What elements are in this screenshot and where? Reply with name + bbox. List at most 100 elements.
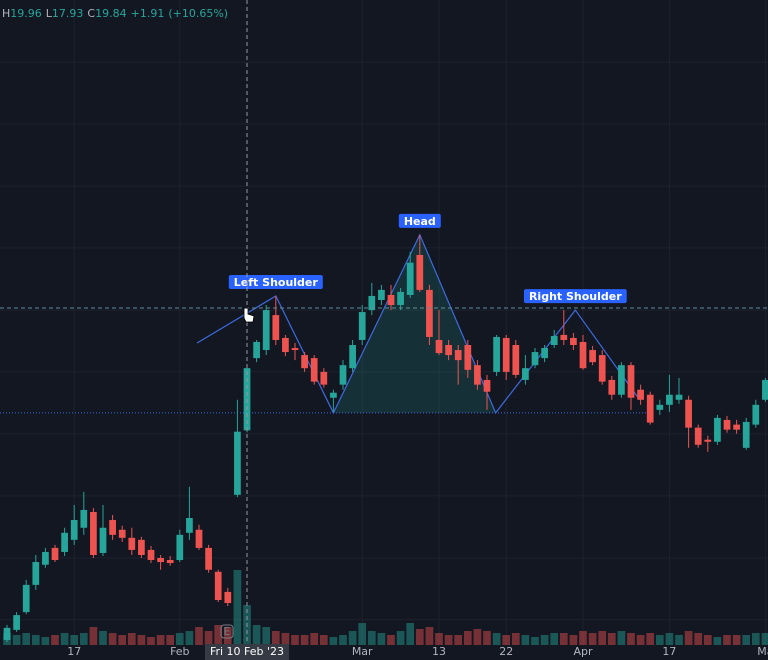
- volume-bar: [761, 633, 768, 645]
- candle-body: [454, 350, 462, 361]
- candle-body: [90, 511, 97, 555]
- volume-bar: [521, 635, 530, 645]
- volume-bar: [271, 631, 280, 645]
- ohlc-label: H: [2, 7, 10, 20]
- x-tick-label: Feb: [170, 645, 189, 658]
- candle-body: [253, 341, 260, 359]
- volume-bar: [310, 633, 319, 645]
- volume-bar: [579, 631, 587, 645]
- x-tick-label: 13: [432, 645, 446, 658]
- volume-bar: [175, 633, 184, 645]
- candle-body: [234, 431, 241, 495]
- ohlc-header: H19.96 L17.93 C19.84 +1.91 (+10.65%): [2, 7, 228, 20]
- candle-body: [426, 289, 433, 337]
- volume-bar: [204, 631, 213, 645]
- volume-bar: [627, 633, 635, 645]
- candle-body: [32, 562, 40, 585]
- volume-bar: [118, 635, 127, 645]
- candle-body: [282, 337, 289, 353]
- candle-body: [358, 312, 366, 340]
- candle-body: [176, 534, 184, 561]
- candle-body: [550, 335, 558, 346]
- volume-bar: [319, 635, 328, 645]
- candle-body: [224, 591, 232, 604]
- candle-body: [560, 334, 568, 340]
- pattern-label-box: [398, 213, 441, 228]
- candle-body: [464, 345, 472, 370]
- volume-bar: [166, 635, 175, 645]
- candle-body: [627, 365, 635, 398]
- pattern-label: Right Shoulder: [529, 290, 622, 303]
- volume-bar: [703, 635, 712, 645]
- pattern-label-box: [523, 289, 627, 304]
- candle-body: [598, 355, 606, 382]
- candle-body: [493, 336, 500, 372]
- volume-bar: [185, 631, 194, 645]
- candle-body: [3, 627, 11, 640]
- candle-body: [157, 557, 164, 563]
- candle-body: [205, 547, 212, 570]
- volume-bar: [348, 631, 357, 645]
- candle-body: [474, 365, 481, 385]
- candle-body: [61, 532, 68, 552]
- candle-body: [618, 365, 625, 395]
- volume-bar: [262, 627, 271, 645]
- volume-bar: [723, 635, 731, 645]
- candle-body: [445, 345, 452, 356]
- x-tick-label: 17: [67, 645, 81, 658]
- volume-bar: [223, 627, 232, 645]
- earnings-marker-box: [220, 624, 234, 639]
- candle-body: [128, 537, 136, 550]
- ohlc-value: 19.84: [95, 7, 127, 20]
- x-tick-label: 17: [662, 645, 676, 658]
- change: +1.91: [131, 7, 165, 20]
- volume-bar: [99, 631, 107, 645]
- volume-bar: [425, 627, 434, 645]
- volume-bar: [156, 635, 165, 645]
- candle-body: [752, 404, 760, 425]
- volume-bar: [387, 635, 395, 645]
- volume-bar: [70, 635, 79, 645]
- volume-bar: [22, 633, 31, 645]
- ohlc-value: 19.96: [10, 7, 42, 20]
- ohlc-label: C: [87, 7, 95, 20]
- volume-bar: [492, 633, 501, 645]
- volume-bar: [396, 631, 405, 645]
- candle-body: [378, 289, 385, 300]
- volume-bar: [147, 637, 155, 645]
- volume-bar: [444, 635, 453, 645]
- candle-body: [435, 339, 443, 354]
- volume-bar: [684, 631, 693, 645]
- candle-body: [291, 348, 299, 351]
- candle-body: [118, 529, 126, 538]
- candle-body: [272, 315, 280, 340]
- volume-pane: [3, 570, 768, 645]
- x-tick-label: Mar: [352, 645, 373, 658]
- candle-body: [166, 560, 174, 564]
- volume-bar: [79, 633, 88, 645]
- volume-bar: [12, 635, 21, 645]
- volume-bar: [742, 635, 751, 645]
- volume-bar: [550, 633, 559, 645]
- volume-bar: [665, 633, 674, 645]
- candle-body: [579, 341, 587, 369]
- volume-bar: [367, 631, 376, 645]
- volume-bar: [329, 637, 338, 645]
- candle-body: [694, 427, 702, 445]
- volume-bar: [646, 633, 655, 645]
- volume-bar: [108, 633, 117, 645]
- candle-body: [733, 424, 740, 430]
- candle-body: [320, 371, 328, 385]
- volume-bar: [655, 635, 664, 645]
- volume-bar: [617, 631, 626, 645]
- candle-body: [666, 394, 673, 405]
- candle-body: [416, 254, 424, 290]
- candle-body: [502, 337, 510, 372]
- candle-body: [685, 399, 692, 428]
- volume-bar: [137, 635, 146, 645]
- candle-body: [99, 527, 107, 553]
- candle-body: [762, 379, 768, 400]
- candle-body: [742, 421, 750, 448]
- candle-body: [406, 262, 414, 295]
